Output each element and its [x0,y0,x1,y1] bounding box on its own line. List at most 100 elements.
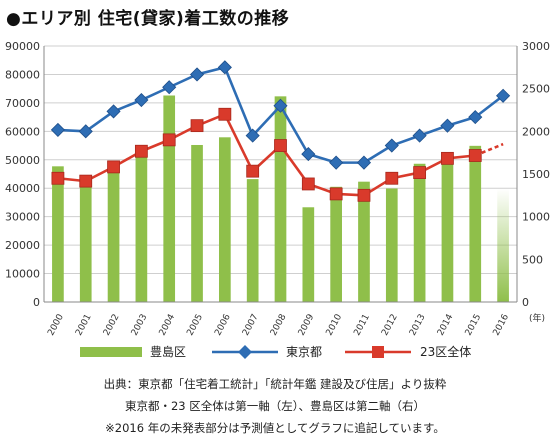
bar [385,188,398,302]
point-marker [385,171,399,185]
x-tick-label: 2002 [102,313,122,338]
point-marker [218,107,232,121]
bar [441,163,454,302]
legend-marker [238,345,252,359]
legend-swatch [80,347,142,357]
x-tick-label: 2011 [352,313,372,338]
point-marker [301,147,316,162]
point-marker [384,138,399,153]
point-marker [274,139,287,152]
bar-series-toshima [52,95,509,302]
x-tick-label: 2008 [269,312,289,337]
legend-marker [372,346,384,358]
bar [469,145,482,302]
point-marker [134,92,149,108]
point-marker [441,151,454,165]
point-marker [246,164,260,178]
point-marker [50,122,65,137]
x-tick-label: 2013 [408,313,428,338]
bar [358,181,370,302]
x-tick-label: 2004 [158,312,178,337]
point-marker [329,187,343,201]
point-marker [413,166,427,179]
y-left-tick-label: 30000 [5,211,40,224]
point-marker [329,155,344,170]
point-marker [106,104,121,119]
x-tick-label: 2007 [241,313,261,338]
y-left-tick-label: 80000 [5,68,40,81]
point-marker [162,80,177,95]
point-marker [78,124,93,139]
bar [274,96,287,302]
point-marker [107,160,120,174]
x-tick-label: 2000 [46,312,66,337]
x-tick-label: 2012 [380,313,400,338]
y-right-tick-label: 2500 [522,83,550,96]
x-tick-label: 2015 [464,313,484,338]
y-left-tick-label: 40000 [5,182,40,195]
legend-label: 東京都 [286,345,322,359]
point-marker [217,60,232,75]
chart-title: ●エリア別 住宅(貸家)着工数の推移 [6,9,290,29]
y-left-tick-label: 10000 [5,268,40,281]
y-left-tick-label: 0 [33,296,40,309]
series-line-forecast [474,142,504,157]
series-line [57,112,476,197]
y-left-tick-label: 20000 [5,239,40,252]
point-marker [468,149,482,162]
point-marker [245,128,260,143]
legend-label: 23区全体 [420,344,471,359]
axis-note: 東京都・23 区全体は第一軸（左）、豊島区は第二軸（右） [124,399,426,413]
y-left-tick-label: 60000 [5,125,40,138]
point-marker [51,171,65,185]
y-left-tick-label: 50000 [5,154,40,167]
bar [79,180,92,302]
y-right-tick-label: 1000 [522,211,550,224]
point-marker [468,110,483,125]
forecast-note: ※2016 年の未発表部分は予測値としてグラフに追記しています。 [105,421,445,435]
point-marker [440,118,455,133]
point-marker [412,128,427,143]
y-right-tick-label: 1500 [522,168,550,181]
x-axis-unit: (年) [529,312,545,324]
x-tick-label: 2010 [325,312,345,337]
y-right-tick-label: 2000 [522,125,550,138]
bar [52,166,64,302]
point-marker [301,177,315,191]
y-right-tick-label: 0 [522,296,529,309]
legend: 豊島区 東京都 23区全体 [80,344,471,359]
x-tick-label: 2009 [297,312,317,337]
source-note: 出典：東京都「住宅着工統計」「統計年鑑 建設及び住居」より抜粋 [103,377,447,391]
point-marker [134,144,148,158]
y-left-tick-label: 90000 [5,40,40,53]
y-right-tick-label: 500 [522,253,543,266]
bar [246,179,259,302]
x-tick-label: 2005 [185,313,205,338]
x-tick-label: 2014 [436,312,456,337]
point-marker [189,67,205,82]
y-left-tick-label: 70000 [5,97,40,110]
point-marker [162,133,176,147]
point-marker [79,174,93,188]
bar [135,155,148,302]
point-marker [357,188,371,202]
bar [302,207,315,302]
point-marker [273,98,288,113]
bar [497,188,509,302]
point-marker [496,88,511,103]
line-series [50,60,511,202]
point-marker [190,119,204,133]
bar [191,144,203,302]
x-tick-label: 2003 [130,313,150,338]
bar [330,186,342,302]
point-marker [356,155,372,170]
x-tick-label: 2001 [74,313,94,338]
y-right-tick-label: 3000 [522,40,550,53]
bar [163,95,176,302]
bar [413,163,426,302]
x-tick-label: 2006 [213,312,233,337]
x-tick-label: 2016 [492,312,512,337]
bar [219,137,231,302]
